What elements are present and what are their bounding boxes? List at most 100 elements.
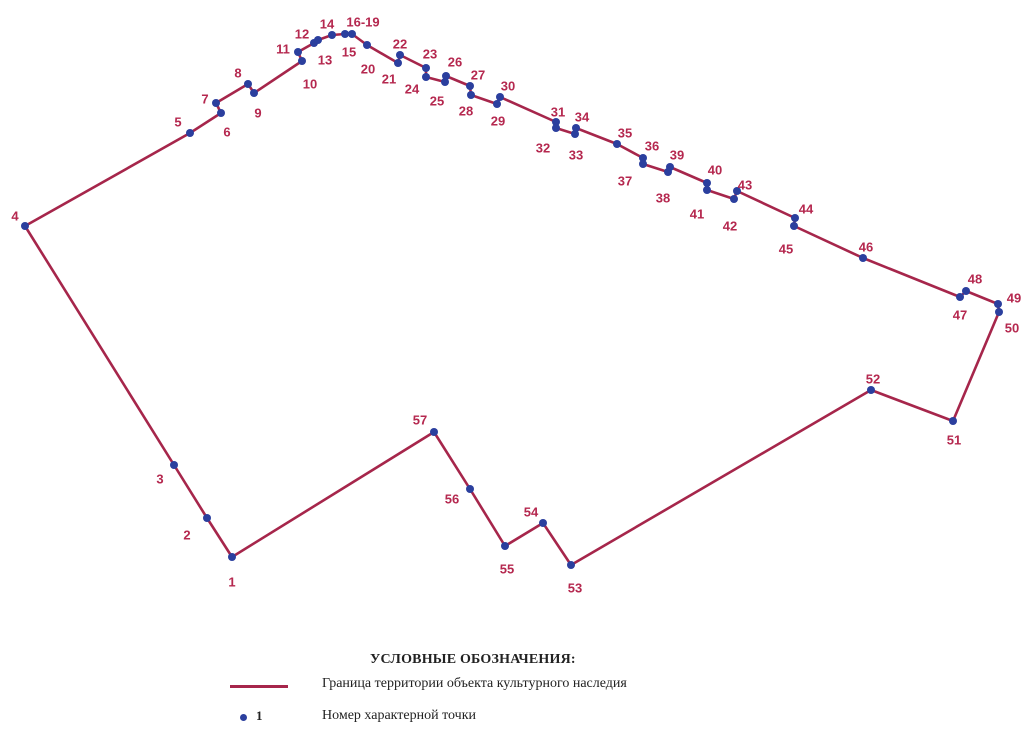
point-label-43: 43 [738, 177, 752, 192]
point-marker-9 [250, 89, 258, 97]
point-label-53: 53 [568, 580, 582, 595]
point-marker-16-19 [348, 30, 356, 38]
point-marker-13 [314, 36, 322, 44]
point-marker-31 [552, 118, 560, 126]
point-label-2: 2 [183, 527, 190, 542]
point-marker-3 [170, 461, 178, 469]
point-marker-56 [466, 485, 474, 493]
point-label-40: 40 [708, 162, 722, 177]
point-label-9: 9 [254, 105, 261, 120]
point-marker-30 [496, 93, 504, 101]
point-marker-26 [442, 72, 450, 80]
point-marker-42 [730, 195, 738, 203]
point-marker-48 [962, 287, 970, 295]
point-marker-1 [228, 553, 236, 561]
point-label-27: 27 [471, 67, 485, 82]
point-marker-52 [867, 386, 875, 394]
point-marker-21 [394, 59, 402, 67]
point-marker-35 [613, 140, 621, 148]
point-label-51: 51 [947, 432, 961, 447]
point-marker-32 [552, 124, 560, 132]
point-marker-45 [790, 222, 798, 230]
point-marker-36 [639, 154, 647, 162]
point-marker-11 [294, 48, 302, 56]
point-label-31: 31 [551, 104, 565, 119]
point-label-3: 3 [156, 471, 163, 486]
point-label-46: 46 [859, 239, 873, 254]
point-label-47: 47 [953, 307, 967, 322]
point-label-55: 55 [500, 561, 514, 576]
point-marker-49 [994, 300, 1002, 308]
point-marker-2 [203, 514, 211, 522]
point-label-56: 56 [445, 491, 459, 506]
point-marker-40 [703, 179, 711, 187]
point-label-42: 42 [723, 218, 737, 233]
point-label-52: 52 [866, 371, 880, 386]
point-marker-43 [733, 187, 741, 195]
point-label-7: 7 [201, 91, 208, 106]
point-label-49: 49 [1007, 290, 1021, 305]
point-label-8: 8 [234, 65, 241, 80]
point-label-48: 48 [968, 271, 982, 286]
point-label-13: 13 [318, 52, 332, 67]
point-label-12: 12 [295, 26, 309, 41]
point-marker-25 [441, 78, 449, 86]
point-marker-10 [298, 57, 306, 65]
point-marker-55 [501, 542, 509, 550]
point-marker-22 [396, 51, 404, 59]
point-marker-29 [493, 100, 501, 108]
point-marker-54 [539, 519, 547, 527]
heritage-boundary-line [23, 32, 1001, 567]
point-label-14: 14 [320, 16, 335, 31]
point-marker-27 [466, 82, 474, 90]
point-marker-15 [341, 30, 349, 38]
point-label-44: 44 [799, 201, 814, 216]
point-marker-39 [666, 163, 674, 171]
point-label-50: 50 [1005, 320, 1019, 335]
point-marker-20 [363, 41, 371, 49]
point-label-57: 57 [413, 412, 427, 427]
point-label-38: 38 [656, 190, 670, 205]
point-label-16-19: 16-19 [346, 14, 379, 29]
point-marker-37 [639, 160, 647, 168]
point-label-29: 29 [491, 113, 505, 128]
point-marker-53 [567, 561, 575, 569]
point-marker-5 [186, 129, 194, 137]
point-label-28: 28 [459, 103, 473, 118]
point-marker-34 [572, 124, 580, 132]
point-label-35: 35 [618, 125, 632, 140]
point-label-5: 5 [174, 114, 181, 129]
point-marker-47 [956, 293, 964, 301]
point-labels: 12345678910111213141516-1920212223242526… [11, 14, 1021, 595]
point-label-37: 37 [618, 173, 632, 188]
point-label-23: 23 [423, 46, 437, 61]
point-marker-8 [244, 80, 252, 88]
point-label-24: 24 [405, 81, 420, 96]
point-marker-6 [217, 109, 225, 117]
point-marker-51 [949, 417, 957, 425]
point-label-22: 22 [393, 36, 407, 51]
point-label-36: 36 [645, 138, 659, 153]
point-label-21: 21 [382, 71, 396, 86]
point-label-41: 41 [690, 206, 704, 221]
point-marker-14 [328, 31, 336, 39]
point-label-1: 1 [228, 574, 235, 589]
point-label-15: 15 [342, 44, 356, 59]
point-label-32: 32 [536, 140, 550, 155]
point-marker-46 [859, 254, 867, 262]
point-label-4: 4 [11, 208, 19, 223]
point-marker-44 [791, 214, 799, 222]
point-label-33: 33 [569, 147, 583, 162]
point-label-34: 34 [575, 109, 590, 124]
point-label-11: 11 [276, 41, 290, 56]
point-label-30: 30 [501, 78, 515, 93]
point-label-26: 26 [448, 54, 462, 69]
point-marker-4 [21, 222, 29, 230]
point-marker-23 [422, 64, 430, 72]
point-label-45: 45 [779, 241, 793, 256]
point-label-6: 6 [223, 124, 230, 139]
point-marker-24 [422, 73, 430, 81]
point-marker-7 [212, 99, 220, 107]
point-label-39: 39 [670, 147, 684, 162]
